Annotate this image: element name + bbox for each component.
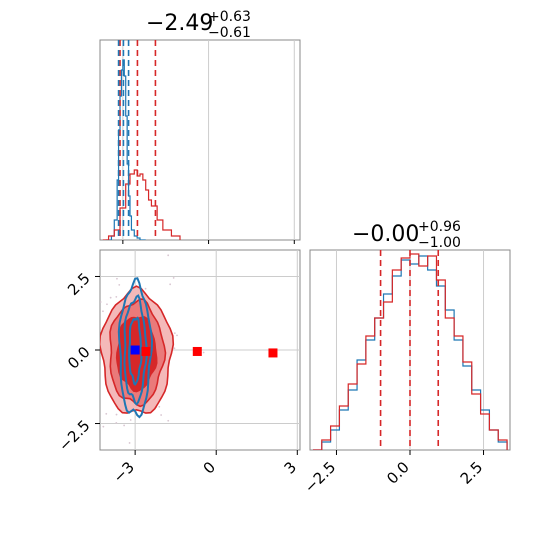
joint-marker-0 xyxy=(130,345,140,355)
joint-y-tick-label-0: −2.5 xyxy=(55,416,93,454)
marginal-x-title-main: −2.49 xyxy=(146,11,213,36)
marginal-x-title-sub: −0.61 xyxy=(208,25,251,41)
joint-sample-point xyxy=(109,296,112,299)
joint-sample-point xyxy=(129,419,132,421)
joint-sample-point xyxy=(123,424,126,427)
joint-sample-point xyxy=(94,329,96,331)
joint-sample-point xyxy=(130,500,132,502)
joint-sample-point xyxy=(172,277,175,279)
marginal-y-title-sub: −1.00 xyxy=(418,235,461,251)
joint-marker-3 xyxy=(268,348,278,358)
joint-sample-point xyxy=(176,334,178,337)
joint-sample-point xyxy=(173,332,176,334)
joint-sample-point xyxy=(106,303,108,306)
marginal-x-series-red xyxy=(102,169,181,240)
joint-sample-point xyxy=(158,405,161,408)
joint-sample-point xyxy=(144,287,147,290)
joint-blue-contour-1 xyxy=(123,294,148,406)
joint-sample-point xyxy=(115,422,118,424)
marginal-x-series-blue xyxy=(105,59,146,240)
joint-sample-point xyxy=(102,310,104,313)
joint-sample-point xyxy=(173,347,176,350)
marginal-x-title: −2.49 +0.63 −0.61 xyxy=(146,9,251,41)
marginal-y-plot-area xyxy=(312,250,508,450)
joint-sample-point xyxy=(160,414,163,416)
joint-x-tick-label-2: 3 xyxy=(281,458,300,477)
marginal-y-x-tick-label-0: −2.5 xyxy=(301,458,339,496)
marginal-y-x-tick-label-1: 0.0 xyxy=(383,458,413,488)
joint-sample-point xyxy=(118,283,121,286)
joint-sample-point xyxy=(93,345,95,347)
joint-sample-point xyxy=(202,351,205,354)
joint-sample-point xyxy=(167,254,170,257)
joint-sample-point xyxy=(100,301,102,303)
marginal-x-plot-area xyxy=(102,40,295,240)
marginal-x-title-sup: +0.63 xyxy=(208,9,251,25)
joint-x-tick-label-0: −3 xyxy=(110,458,138,486)
joint-plot-area xyxy=(50,250,300,502)
joint-sample-point xyxy=(167,419,170,422)
joint-blue-contour-2 xyxy=(128,316,143,386)
marginal-x-frame xyxy=(99,39,301,241)
joint-sample-point xyxy=(102,425,105,428)
marginal-y-title-main: −0.00 xyxy=(352,222,419,247)
marginal-y-title-sup: +0.96 xyxy=(418,219,461,235)
joint-sample-point xyxy=(116,277,118,280)
joint-x-tick-label-1: 0 xyxy=(200,458,219,477)
joint-sample-point xyxy=(105,412,108,415)
joint-sample-point xyxy=(93,370,95,372)
marginal-y-title: −0.00 +0.96 −1.00 xyxy=(352,219,461,251)
joint-sample-point xyxy=(50,310,52,312)
joint-sample-point xyxy=(169,283,172,286)
joint-y-tick-label-2: 2.5 xyxy=(64,269,94,299)
joint-marker-1 xyxy=(141,346,151,356)
joint-y-tick-label-1: 0.0 xyxy=(64,343,94,373)
joint-marker-2 xyxy=(192,346,202,356)
joint-sample-point xyxy=(115,295,118,298)
joint-blue-contour-0 xyxy=(117,277,154,419)
joint-sample-point xyxy=(115,413,118,416)
joint-sample-point xyxy=(128,442,131,444)
marginal-y-x-tick-label-2: 2.5 xyxy=(457,458,487,488)
